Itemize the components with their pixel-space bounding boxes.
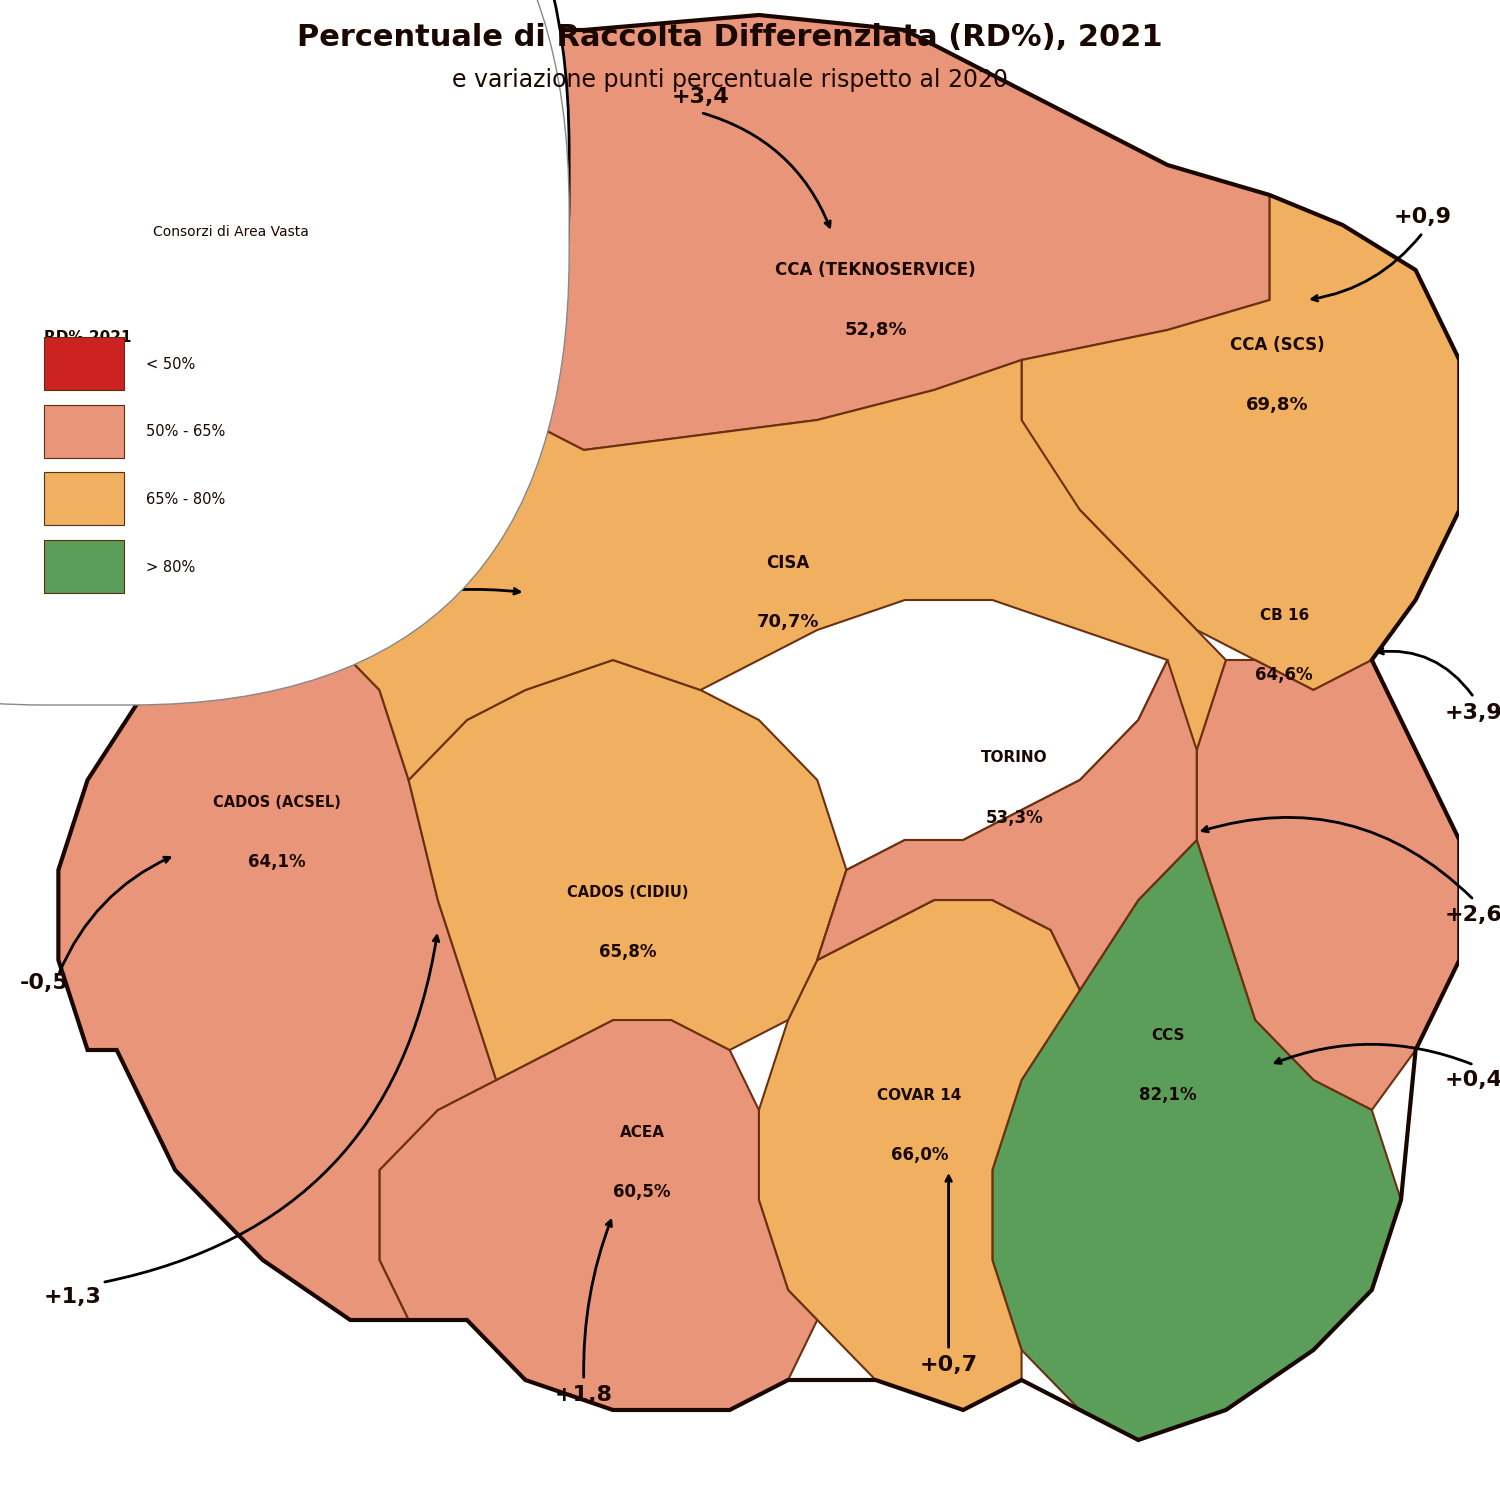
Text: +0,7: +0,7 [920, 1354, 978, 1376]
Text: 60,5%: 60,5% [614, 1184, 670, 1202]
Text: CCS: CCS [1150, 1028, 1185, 1042]
Text: -0,5: -0,5 [20, 972, 68, 993]
Polygon shape [993, 840, 1401, 1440]
Text: CB 16: CB 16 [1260, 608, 1310, 622]
Text: +2,6: +2,6 [1444, 904, 1500, 926]
Text: 65% - 80%: 65% - 80% [146, 492, 225, 507]
Text: CCA (TEKNOSERVICE): CCA (TEKNOSERVICE) [776, 261, 976, 279]
Text: ACEA: ACEA [620, 1125, 664, 1140]
Text: +1,3: +1,3 [44, 1287, 102, 1308]
Bar [44, 540, 125, 592]
Text: TORINO: TORINO [981, 750, 1047, 765]
Text: +3,9: +3,9 [1444, 702, 1500, 723]
Text: Consorzi di Area Vasta: Consorzi di Area Vasta [153, 225, 309, 240]
Text: 53,3%: 53,3% [986, 808, 1042, 826]
Text: 82,1%: 82,1% [1138, 1086, 1197, 1104]
Text: +0,9: +0,9 [1394, 207, 1452, 228]
Polygon shape [934, 195, 1460, 690]
Text: RD% 2021: RD% 2021 [44, 330, 132, 345]
Text: Percentuale di Raccolta Differenziata (RD%), 2021: Percentuale di Raccolta Differenziata (R… [297, 22, 1162, 51]
Text: e variazione punti percentuale rispetto al 2020: e variazione punti percentuale rispetto … [452, 68, 1008, 92]
Text: CADOS (CIDIU): CADOS (CIDIU) [567, 885, 688, 900]
Bar [44, 472, 125, 525]
Text: 64,6%: 64,6% [1256, 666, 1312, 684]
Polygon shape [818, 660, 1197, 990]
Text: 65,8%: 65,8% [598, 944, 657, 962]
Bar [44, 405, 125, 457]
Text: +3,4: +3,4 [672, 87, 729, 108]
Polygon shape [321, 15, 1269, 450]
Polygon shape [380, 1020, 818, 1410]
Text: +1,6: +1,6 [219, 627, 278, 648]
Polygon shape [408, 660, 846, 1080]
FancyBboxPatch shape [0, 0, 568, 705]
Polygon shape [759, 900, 1080, 1410]
Text: 52,8%: 52,8% [844, 321, 908, 339]
Text: 66,0%: 66,0% [891, 1146, 948, 1164]
Text: Città metropolitana di Torino: Città metropolitana di Torino [153, 165, 352, 180]
FancyBboxPatch shape [0, 0, 568, 645]
Text: 50% - 65%: 50% - 65% [146, 424, 225, 439]
Bar [44, 338, 125, 390]
Text: +0,4: +0,4 [1444, 1070, 1500, 1090]
Text: 64,1%: 64,1% [249, 853, 306, 871]
Text: CISA: CISA [766, 554, 810, 572]
Text: 70,7%: 70,7% [758, 614, 819, 632]
Polygon shape [321, 360, 1226, 990]
Text: +1,8: +1,8 [555, 1384, 614, 1406]
Text: > 80%: > 80% [146, 560, 195, 574]
Text: CADOS (ACSEL): CADOS (ACSEL) [213, 795, 340, 810]
Text: 69,8%: 69,8% [1245, 396, 1308, 414]
Polygon shape [1197, 660, 1460, 1110]
Text: CCA (SCS): CCA (SCS) [1230, 336, 1324, 354]
Text: COVAR 14: COVAR 14 [878, 1088, 962, 1102]
Text: < 50%: < 50% [146, 357, 195, 372]
Polygon shape [58, 600, 497, 1320]
